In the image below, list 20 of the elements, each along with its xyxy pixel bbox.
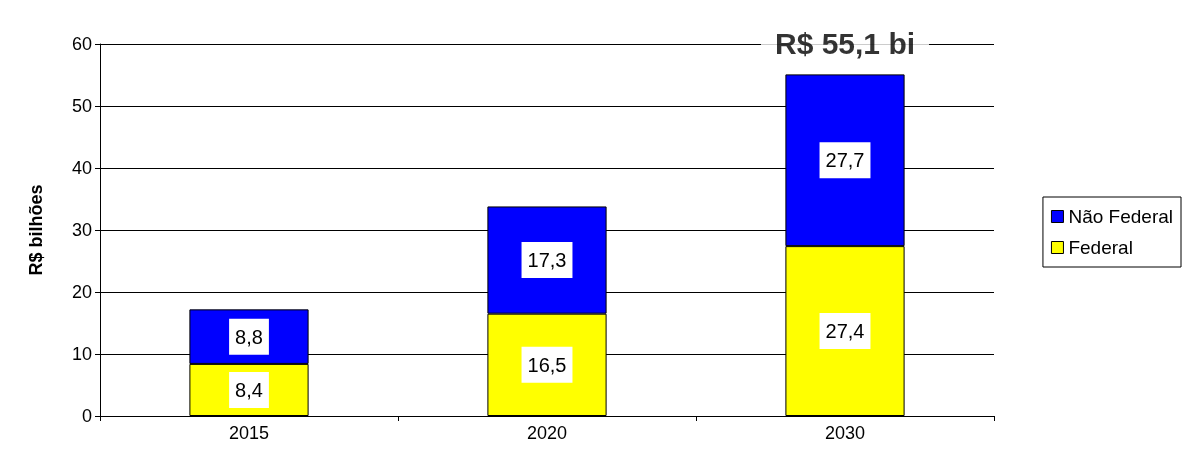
- legend-label: Não Federal: [1068, 206, 1174, 227]
- x-tick-label: 2015: [228, 423, 270, 443]
- legend-label: Federal: [1068, 237, 1133, 258]
- data-label: 8,8: [235, 325, 263, 348]
- y-tick-label: 20: [71, 282, 92, 302]
- y-tick-label: 50: [71, 96, 92, 116]
- data-label: 17,3: [527, 249, 567, 272]
- y-tick-label: 0: [81, 406, 92, 426]
- data-label: 8,4: [235, 378, 263, 401]
- y-axis-title: R$ bilhões: [26, 184, 46, 276]
- data-label: 27,7: [825, 149, 865, 172]
- y-tick-label: 40: [71, 158, 92, 178]
- y-tick-label: 30: [71, 220, 92, 240]
- data-label: 27,4: [825, 320, 865, 343]
- y-tick-label: 10: [71, 344, 92, 364]
- data-label: 16,5: [527, 353, 567, 376]
- y-tick-label: 60: [71, 34, 92, 54]
- x-tick-label: 2020: [526, 423, 568, 443]
- annotation: R$ 55,1 bi: [774, 26, 916, 60]
- x-tick-label: 2030: [824, 423, 866, 443]
